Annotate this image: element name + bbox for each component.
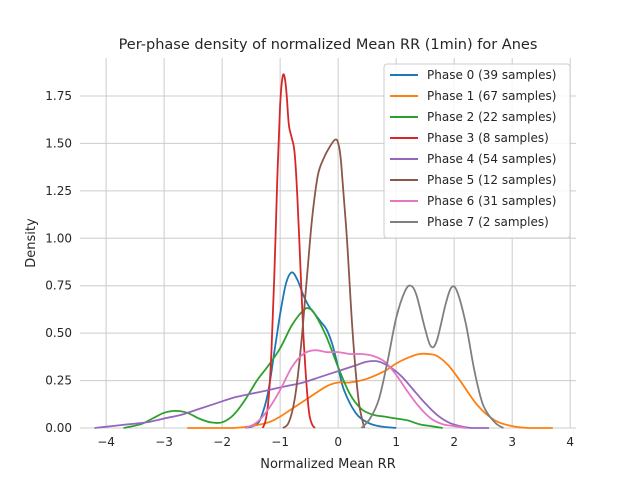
x-tick-label: 0 — [334, 435, 342, 449]
legend-label-phase-0: Phase 0 (39 samples) — [427, 68, 556, 82]
series-line-phase-7 — [360, 284, 504, 429]
series-line-phase-2 — [123, 307, 443, 429]
y-tick-label: 1.50 — [45, 136, 72, 150]
x-tick-label: −3 — [155, 435, 173, 449]
x-tick-label: −2 — [213, 435, 231, 449]
y-tick-label: 1.25 — [45, 184, 72, 198]
x-tick-label: 4 — [566, 435, 574, 449]
legend-label-phase-4: Phase 4 (54 samples) — [427, 152, 556, 166]
y-tick-label: 1.75 — [45, 89, 72, 103]
x-tick-label: 2 — [450, 435, 458, 449]
legend: Phase 0 (39 samples) Phase 1 (67 samples)… — [383, 63, 571, 239]
legend-label-phase-6: Phase 6 (31 samples) — [427, 194, 556, 208]
legend-label-phase-5: Phase 5 (12 samples) — [427, 173, 556, 187]
y-tick-label: 0.75 — [45, 279, 72, 293]
y-tick-label: 0.50 — [45, 326, 72, 340]
series-layer — [94, 73, 553, 429]
x-axis-label: Normalized Mean RR — [260, 457, 395, 472]
series-line-phase-6 — [244, 349, 466, 429]
x-tick-label: −4 — [97, 435, 115, 449]
y-tick-label: 0.25 — [45, 374, 72, 388]
x-tick-label: 1 — [392, 435, 400, 449]
tick-labels: −4 −3 −2 −1 0 1 2 3 4 0.00 0.25 0.50 0.75 1.00 1.25 1.5… — [45, 89, 574, 449]
x-tick-label: −1 — [271, 435, 289, 449]
legend-box — [383, 63, 571, 239]
series-line-phase-4 — [94, 360, 489, 429]
legend-label-phase-7: Phase 7 (2 samples) — [427, 215, 549, 229]
legend-label-phase-2: Phase 2 (22 samples) — [427, 110, 556, 124]
series-line-phase-3 — [261, 73, 316, 429]
chart-title: Per-phase density of normalized Mean RR … — [119, 37, 538, 53]
legend-label-phase-1: Phase 1 (67 samples) — [427, 89, 556, 103]
y-axis-label: Density — [24, 218, 39, 268]
y-tick-label: 0.00 — [45, 421, 72, 435]
x-tick-label: 3 — [508, 435, 516, 449]
y-tick-label: 1.00 — [45, 231, 72, 245]
legend-label-phase-3: Phase 3 (8 samples) — [427, 131, 549, 145]
series-line-phase-5 — [282, 138, 366, 429]
